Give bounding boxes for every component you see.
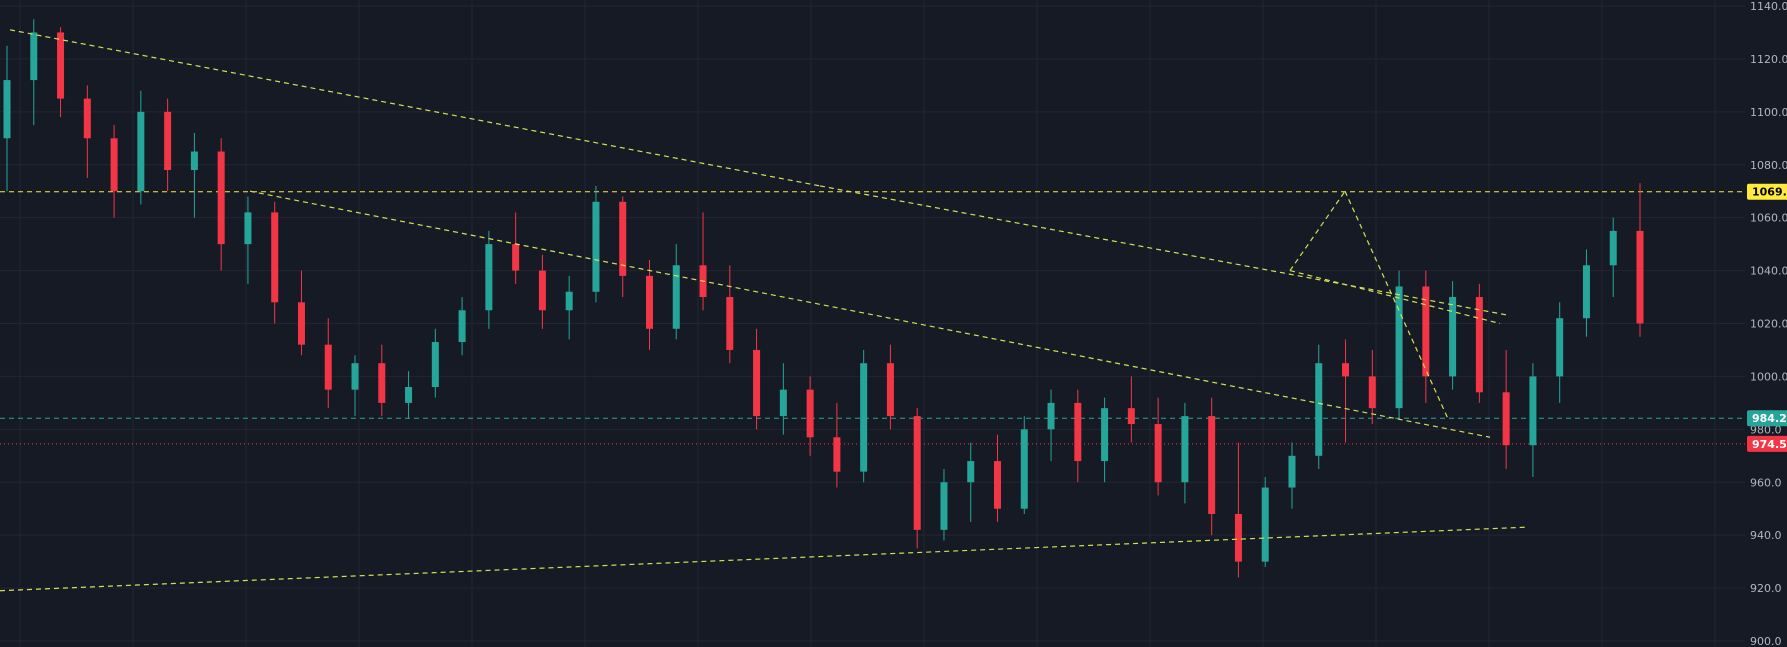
candle-down — [83, 98, 91, 139]
price-badge — [1747, 183, 1787, 200]
trendline — [249, 190, 1491, 438]
candle-down — [538, 270, 546, 311]
candle-down — [886, 363, 894, 417]
y-axis-tick-label: 1000.0 — [1750, 370, 1787, 383]
candle-up — [1395, 286, 1403, 409]
candle-up — [1181, 416, 1189, 483]
candle-down — [1422, 286, 1430, 377]
candle-up — [485, 244, 493, 311]
candle-down — [994, 461, 1002, 509]
candle-down — [324, 344, 332, 390]
candle-up — [565, 291, 573, 311]
candle-down — [1475, 297, 1483, 393]
candle-down — [297, 302, 305, 345]
trendline — [1344, 190, 1449, 419]
y-axis-tick-label: 1120.0 — [1750, 53, 1787, 66]
trendline — [1289, 190, 1346, 271]
candle-up — [3, 80, 11, 139]
price-badge-label: 1069.8 — [1752, 186, 1787, 199]
candle-up — [860, 363, 868, 472]
candle-down — [833, 437, 841, 472]
candle-down — [645, 275, 653, 329]
candle-up — [244, 212, 252, 245]
candle-up — [1315, 363, 1323, 456]
candle-up — [405, 387, 413, 403]
y-axis-tick-label: 1040.0 — [1750, 265, 1787, 278]
candle-down — [1234, 514, 1242, 562]
y-axis-tick-label: 980.0 — [1750, 423, 1782, 436]
trendline — [9, 29, 821, 187]
candle-up — [1529, 376, 1537, 446]
candle-down — [378, 363, 386, 403]
candle-down — [1127, 408, 1135, 425]
candle-down — [1154, 424, 1162, 483]
candle-up — [137, 111, 145, 192]
candle-up — [1261, 487, 1269, 562]
candle-up — [458, 310, 466, 343]
candle-up — [1047, 402, 1055, 430]
candle-down — [512, 244, 520, 271]
price-badge-label: 984.2 — [1752, 412, 1787, 425]
candle-up — [431, 342, 439, 387]
trendline — [0, 526, 1526, 592]
candle-down — [1208, 416, 1216, 514]
candle-up — [967, 461, 975, 483]
candle-down — [913, 416, 921, 530]
candle-up — [1609, 230, 1617, 266]
candle-up — [672, 265, 680, 329]
y-axis-tick-label: 1060.0 — [1750, 212, 1787, 225]
candle-down — [1636, 230, 1644, 324]
y-axis-tick-label: 960.0 — [1750, 476, 1782, 489]
trendline — [1289, 270, 1501, 325]
candle-down — [726, 297, 734, 350]
y-axis-tick-label: 1020.0 — [1750, 318, 1787, 331]
candle-up — [1449, 297, 1457, 377]
candle-down — [1342, 363, 1350, 377]
candle-up — [592, 201, 600, 292]
y-axis-tick-label: 940.0 — [1750, 529, 1782, 542]
candle-down — [217, 151, 225, 245]
candle-down — [1368, 376, 1376, 409]
y-axis-tick-label: 1080.0 — [1750, 159, 1787, 172]
price-badge — [1747, 410, 1787, 427]
candle-down — [271, 212, 279, 303]
candle-up — [1288, 455, 1296, 488]
price-badge — [1747, 435, 1787, 452]
candle-down — [806, 389, 814, 438]
y-axis-tick-label: 920.0 — [1750, 582, 1782, 595]
price-badge-label: 974.5 — [1752, 438, 1787, 451]
candle-down — [110, 138, 118, 192]
candle-up — [351, 363, 359, 390]
candle-down — [57, 32, 65, 99]
candle-up — [1101, 408, 1109, 462]
y-axis-tick-label: 900.0 — [1750, 635, 1782, 647]
candle-up — [30, 32, 38, 81]
candle-up — [1020, 429, 1028, 509]
candle-up — [940, 482, 948, 530]
candle-down — [619, 201, 627, 276]
candle-up — [1556, 318, 1564, 377]
candle-up — [1582, 265, 1590, 319]
candle-up — [779, 389, 787, 417]
trendline — [819, 185, 1511, 317]
candle-up — [190, 151, 198, 171]
candle-down — [1074, 402, 1082, 462]
candle-down — [164, 111, 172, 171]
candle-down — [1502, 392, 1510, 446]
y-axis-tick-label: 1140.0 — [1750, 0, 1787, 13]
candle-down — [753, 349, 761, 417]
y-axis-tick-label: 1100.0 — [1750, 106, 1787, 119]
